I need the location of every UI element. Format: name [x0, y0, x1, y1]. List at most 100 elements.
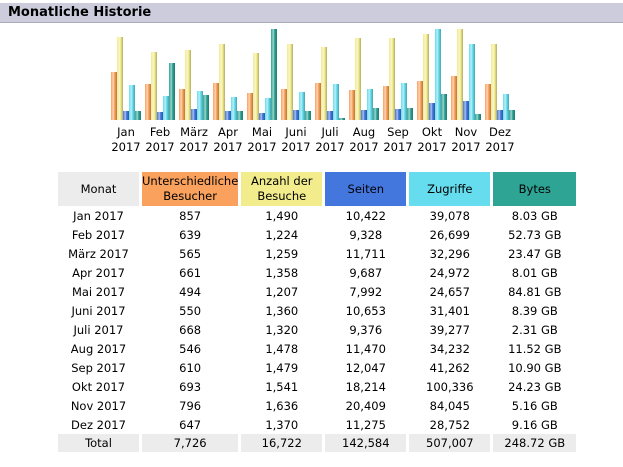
cell-hits: 31,401 [429, 303, 470, 318]
cell-visitors: 796 [179, 398, 202, 413]
bar-hits [367, 89, 373, 120]
cell-visitors: 565 [179, 246, 202, 261]
cell-label: Nov 2017 [70, 398, 127, 413]
bar-bytes [203, 95, 209, 120]
month-label: Okt [421, 125, 443, 139]
cell-visits: 1,207 [265, 284, 299, 299]
bar-hits [231, 97, 237, 120]
total-visits: 16,722 [241, 434, 323, 452]
cell-visitors: 647 [179, 417, 202, 432]
table-row: Aug 2017 546 1,478 11,470 34,232 11.52 GB [58, 339, 576, 358]
bar-visitors [417, 81, 423, 120]
table-row: Nov 2017 796 1,636 20,409 84,045 5.16 GB [58, 396, 576, 415]
header-visits: Anzahl der Besuche [241, 172, 323, 206]
cell-label: Sep 2017 [71, 360, 126, 375]
bar-visitors [281, 89, 287, 120]
year-label: 2017 [281, 140, 311, 154]
cell-bytes: 11.52 GB [508, 341, 562, 356]
cell-bytes: 2.31 GB [511, 322, 558, 337]
bar-visitors [485, 84, 491, 120]
bar-visitors [213, 83, 219, 120]
bar-pages [429, 103, 435, 120]
bar-hits [163, 96, 169, 120]
table-row: Okt 2017 693 1,541 18,214 100,336 24.23 GB [58, 377, 576, 396]
bar-hits [197, 91, 203, 120]
cell-label: Dez 2017 [71, 417, 126, 432]
cell-pages: 18,214 [345, 379, 386, 394]
year-label: 2017 [213, 140, 243, 154]
cell-visits: 1,490 [265, 208, 299, 223]
cell-hits: 24,972 [429, 265, 470, 280]
month-label: Feb [149, 125, 171, 139]
bar-pages [395, 109, 401, 120]
table-row: Apr 2017 661 1,358 9,687 24,972 8.01 GB [58, 263, 576, 282]
table-row: Dez 2017 647 1,370 11,275 28,752 9.16 GB [58, 415, 576, 434]
bar-visitors [451, 76, 457, 120]
cell-pages: 20,409 [345, 398, 386, 413]
table-row: März 2017 565 1,259 11,711 32,296 23.47 GB [58, 244, 576, 263]
bar-pages [191, 109, 197, 120]
bar-pages [327, 111, 333, 120]
month-label: Mai [251, 125, 273, 139]
cell-visits: 1,541 [265, 379, 299, 394]
cell-visits: 1,636 [265, 398, 299, 413]
year-label: 2017 [315, 140, 345, 154]
bar-bytes [407, 108, 413, 120]
bar-visitors [383, 86, 389, 120]
bar-pages [225, 111, 231, 120]
cell-visitors: 639 [179, 227, 202, 242]
monthly-history-table: Monat Unterschiedliche Besucher Anzahl d… [55, 172, 579, 452]
total-label: Total [58, 434, 139, 452]
bar-visitors [247, 93, 253, 120]
cell-visits: 1,360 [265, 303, 299, 318]
month-label: Aug [352, 125, 376, 139]
bar-bytes [339, 118, 345, 120]
cell-hits: 84,045 [429, 398, 470, 413]
year-label: 2017 [417, 140, 447, 154]
month-label: Dez [489, 125, 511, 139]
month-label: Jan [117, 125, 135, 139]
cell-bytes: 84.81 GB [508, 284, 562, 299]
total-pages: 142,584 [325, 434, 407, 452]
bar-visits [287, 44, 293, 120]
month-label: Sep [387, 125, 409, 139]
bar-visits [457, 29, 463, 120]
cell-visitors: 661 [179, 265, 202, 280]
bar-pages [293, 110, 299, 120]
bar-visitors [145, 84, 151, 120]
header-bytes: Bytes [493, 172, 577, 206]
bar-visitors [315, 83, 321, 120]
month-label: Apr [218, 125, 238, 139]
bar-visits [423, 34, 429, 120]
bar-visits [321, 47, 327, 120]
cell-bytes: 9.16 GB [511, 417, 558, 432]
cell-label: Juli 2017 [73, 322, 124, 337]
cell-hits: 26,699 [429, 227, 470, 242]
header-pages: Seiten [325, 172, 407, 206]
bar-visits [355, 38, 361, 120]
bar-visits [117, 37, 123, 120]
table-row: Juli 2017 668 1,320 9,376 39,277 2.31 GB [58, 320, 576, 339]
bar-visits [151, 52, 157, 120]
year-label: 2017 [179, 140, 209, 154]
cell-pages: 10,422 [345, 208, 386, 223]
cell-label: Feb 2017 [71, 227, 126, 242]
header-month: Monat [58, 172, 139, 206]
cell-bytes: 5.16 GB [511, 398, 558, 413]
year-label: 2017 [451, 140, 481, 154]
cell-label: Okt 2017 [71, 379, 126, 394]
section-title: Monatliche Historie [0, 3, 623, 23]
table-row: Jan 2017 857 1,490 10,422 39,078 8.03 GB [58, 206, 576, 225]
monthly-bar-chart: Jan 2017 Feb 2017 März 2017 Apr 2017 Mai 2017 Juni… [0, 24, 623, 159]
cell-label: Apr 2017 [72, 265, 125, 280]
cell-label: Aug 2017 [70, 341, 127, 356]
total-visitors: 7,726 [142, 434, 239, 452]
cell-bytes: 8.39 GB [511, 303, 558, 318]
bar-bytes [169, 63, 175, 120]
bar-visits [219, 44, 225, 120]
bar-hits [129, 85, 135, 120]
cell-visitors: 668 [179, 322, 202, 337]
cell-pages: 9,687 [349, 265, 383, 280]
table-row: Feb 2017 639 1,224 9,328 26,699 52.73 GB [58, 225, 576, 244]
bar-hits [503, 94, 509, 120]
